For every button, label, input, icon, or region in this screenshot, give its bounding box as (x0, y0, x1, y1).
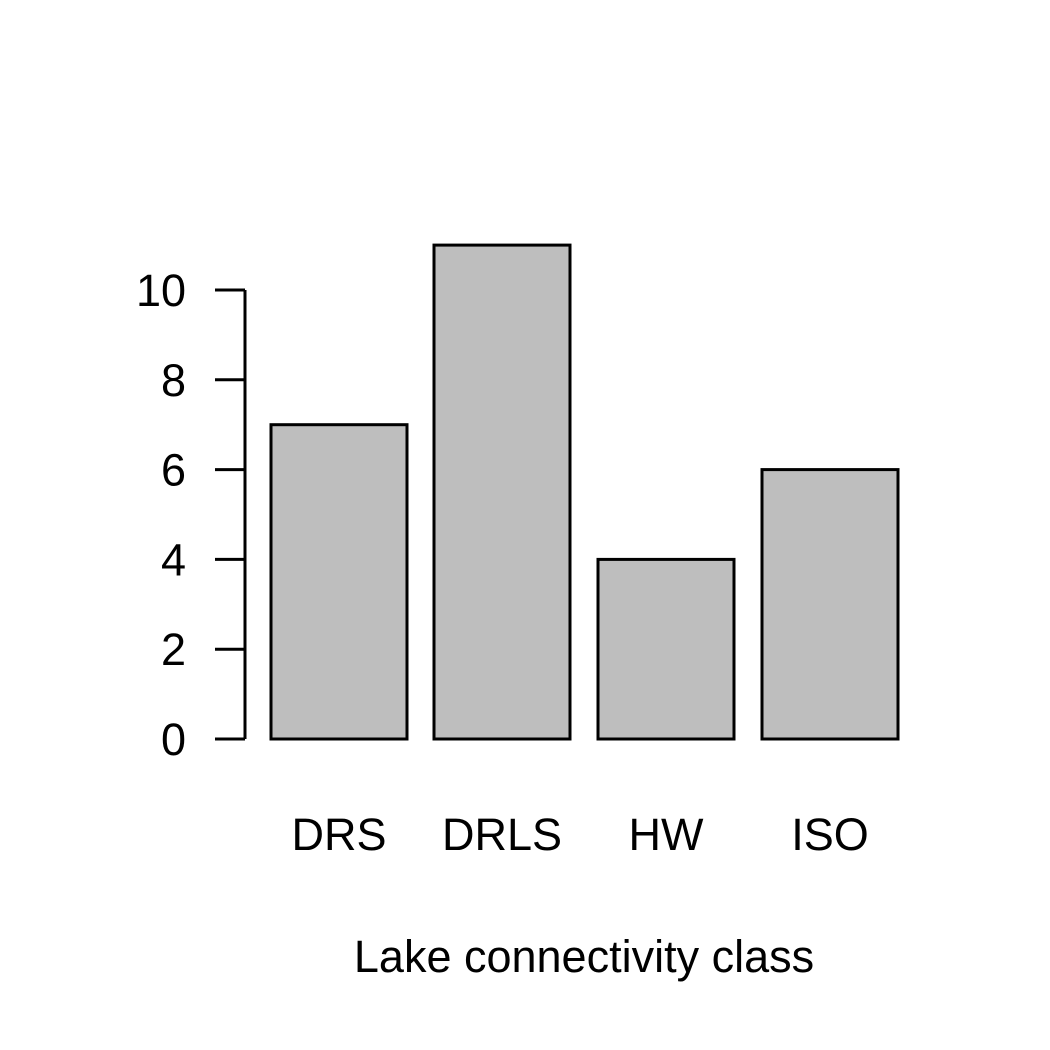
y-tick-label-8: 8 (161, 355, 186, 406)
x-axis-label: Lake connectivity class (354, 931, 814, 982)
y-tick-label-0: 0 (161, 714, 186, 765)
y-axis: 0 2 4 6 8 10 (136, 265, 247, 765)
bar-hw (596, 557, 736, 741)
x-category-label-drls: DRLS (442, 809, 562, 860)
y-tick-label-6: 6 (161, 445, 186, 496)
y-tick-label-2: 2 (161, 624, 186, 675)
y-tick-label-10: 10 (136, 265, 186, 316)
x-category-label-drs: DRS (291, 809, 386, 860)
x-category-label-iso: ISO (791, 809, 869, 860)
y-tick-label-4: 4 (161, 534, 186, 585)
bar-iso (760, 468, 900, 741)
bar-drls (432, 243, 572, 741)
x-category-label-hw: HW (629, 809, 704, 860)
bars-group (269, 243, 900, 741)
x-category-labels: DRS DRLS HW ISO (291, 809, 868, 860)
bar-drs (269, 423, 409, 741)
